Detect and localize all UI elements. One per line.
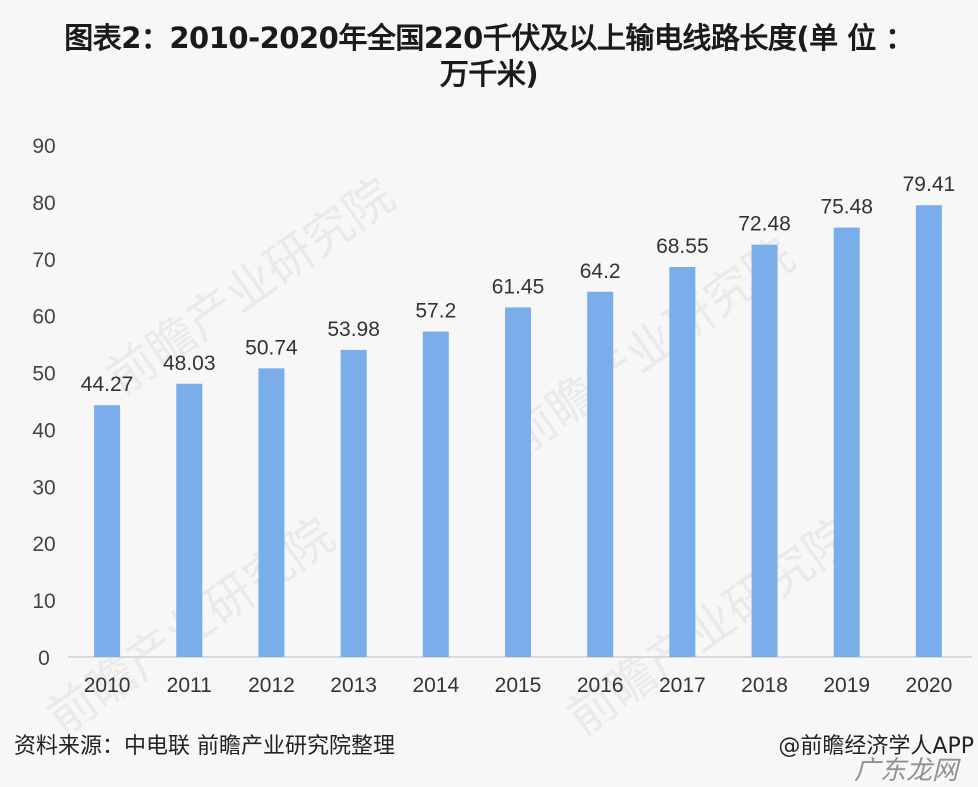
bar-2015 <box>505 307 531 657</box>
y-tick-label: 20 <box>32 533 55 556</box>
x-tick-label-2017: 2017 <box>659 674 706 697</box>
data-label-2017: 68.55 <box>656 235 709 258</box>
y-tick-label: 40 <box>32 419 55 442</box>
x-tick-label-2018: 2018 <box>741 674 788 697</box>
data-label-2015: 61.45 <box>492 275 545 298</box>
data-label-2018: 72.48 <box>738 213 791 236</box>
y-tick-label: 70 <box>32 249 55 272</box>
data-label-2016: 64.2 <box>580 260 621 283</box>
chart-title-line2: 万千米) <box>439 57 539 91</box>
bar-2012 <box>258 368 285 657</box>
y-tick-label: 80 <box>32 192 55 215</box>
bar-2018 <box>751 244 778 658</box>
x-tick-label-2012: 2012 <box>248 674 295 697</box>
y-tick-label: 10 <box>32 590 55 613</box>
x-tick-label-2010: 2010 <box>84 674 131 697</box>
data-label-2013: 53.98 <box>327 318 380 341</box>
chart-title-line1: 图表2：2010-2020年全国220千伏及以上输电线路长度(单 位 ： <box>64 21 914 55</box>
data-label-2014: 57.2 <box>415 300 456 323</box>
x-tick-label-2015: 2015 <box>495 674 542 697</box>
bar-2016 <box>587 291 614 657</box>
chart-title: 图表2：2010-2020年全国220千伏及以上输电线路长度(单 位 ： 万千米… <box>0 20 978 92</box>
y-tick-label: 50 <box>32 363 55 386</box>
x-tick-label-2016: 2016 <box>577 674 624 697</box>
bar-2020 <box>915 205 942 657</box>
data-label-2011: 48.03 <box>163 352 216 375</box>
data-label-2010: 44.27 <box>81 373 134 396</box>
x-tick-label-2014: 2014 <box>412 674 459 697</box>
bar-2011 <box>176 383 203 657</box>
bar-2010 <box>94 405 121 657</box>
source-note: 资料来源：中电联 前瞻产业研究院整理 <box>14 734 395 759</box>
data-label-2019: 75.48 <box>820 196 873 219</box>
y-tick-label: 0 <box>38 647 50 670</box>
x-tick-label-2020: 2020 <box>906 674 953 697</box>
data-label-2020: 79.41 <box>903 173 956 196</box>
bar-2019 <box>833 227 860 657</box>
bar-2014 <box>422 331 449 657</box>
credit-note: @前瞻经济学人APP <box>778 734 974 759</box>
y-tick-label: 60 <box>32 306 55 329</box>
bar-2013 <box>340 349 367 657</box>
x-tick-label-2019: 2019 <box>823 674 870 697</box>
x-tick-label-2011: 2011 <box>167 674 212 697</box>
y-tick-label: 30 <box>32 476 55 499</box>
bar-2017 <box>669 267 696 657</box>
y-tick-label: 90 <box>32 135 55 158</box>
watermark-logo: 广东龙网 <box>853 756 958 786</box>
x-tick-label-2013: 2013 <box>330 674 377 697</box>
data-label-2012: 50.74 <box>245 336 298 359</box>
